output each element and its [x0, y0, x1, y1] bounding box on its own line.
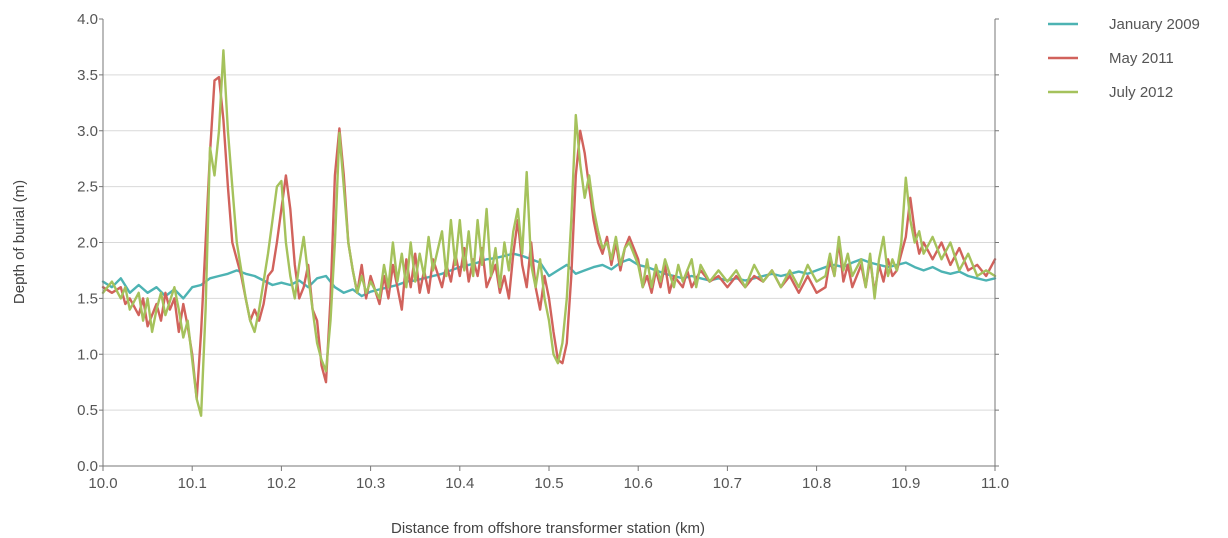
y-tick-label: 2.0 [77, 235, 98, 252]
y-tick-label: 4.0 [77, 11, 98, 28]
x-tick-label: 10.4 [445, 475, 474, 492]
x-tick-label: 10.5 [534, 475, 563, 492]
series-lines [101, 49, 997, 417]
axes [99, 18, 999, 471]
x-tick-label: 10.3 [356, 475, 385, 492]
x-tick-label: 10.1 [178, 475, 207, 492]
x-tick-labels: 10.0 10.1 10.2 10.3 10.4 10.5 10.6 10.7 10.8 10.9… [88, 475, 1009, 492]
x-tick-label: 10.9 [891, 475, 920, 492]
x-axis-title: Distance from offshore transformer stati… [391, 520, 705, 537]
y-tick-label: 0.5 [77, 402, 98, 419]
x-tick-label: 10.0 [88, 475, 117, 492]
y-tick-label: 1.5 [77, 290, 98, 307]
x-tick-label: 10.8 [802, 475, 831, 492]
legend-label: May 2011 [1109, 50, 1174, 67]
x-tick-label: 10.6 [624, 475, 653, 492]
y-tick-label: 2.5 [77, 179, 98, 196]
legend-label: January 2009 [1109, 16, 1200, 33]
x-tick-label: 10.2 [267, 475, 296, 492]
x-tick-label: 10.7 [713, 475, 742, 492]
y-tick-label: 1.0 [77, 346, 98, 363]
y-tick-labels: 0.0 0.5 1.0 1.5 2.0 2.5 3.0 3.5 4.0 [77, 11, 98, 475]
y-tick-label: 3.5 [77, 67, 98, 84]
y-axis-title: Depth of burial (m) [11, 180, 28, 304]
legend-label: July 2012 [1109, 84, 1173, 101]
series-line-january-2009 [101, 252, 997, 300]
series-line-july-2012 [101, 49, 997, 417]
legend: January 2009 May 2011 July 2012 [1048, 16, 1200, 101]
y-tick-label: 3.0 [77, 123, 98, 140]
y-tick-label: 0.0 [77, 458, 98, 475]
x-tick-label: 11.0 [981, 475, 1009, 492]
